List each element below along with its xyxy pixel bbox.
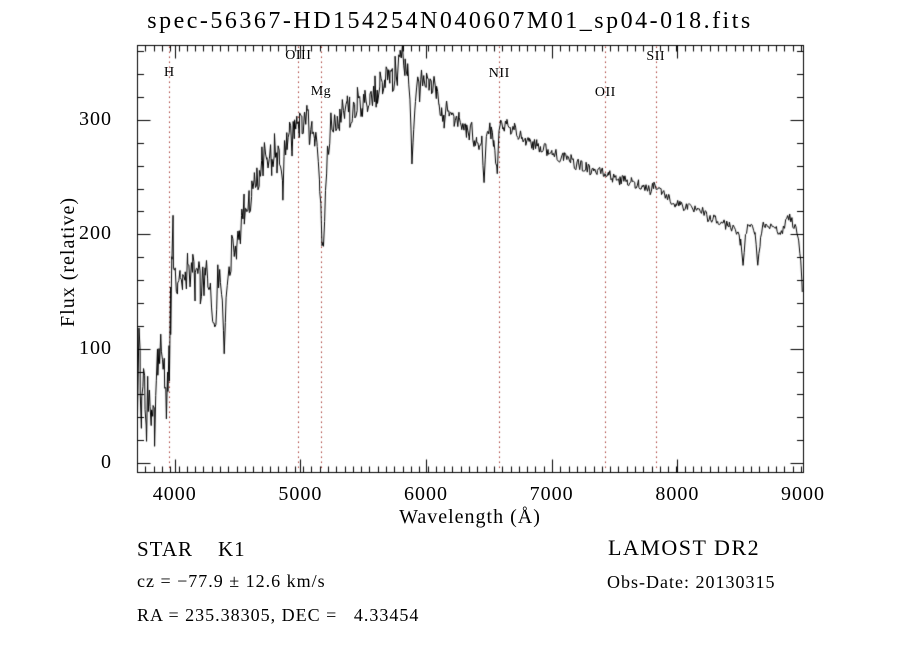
annotation-survey: LAMOST DR2 xyxy=(608,535,761,560)
annotation-coords: RA = 235.38305, DEC = 4.33454 xyxy=(137,605,420,625)
annotation-cz: cz = −77.9 ± 12.6 km/s xyxy=(137,571,326,591)
annotation-obs-date: Obs-Date: 20130315 xyxy=(607,572,776,592)
y-axis-label: Flux (relative) xyxy=(57,197,79,327)
annotation-object-class: STAR K1 xyxy=(137,537,246,561)
chart-title: spec-56367-HD154254N040607M01_sp04-018.f… xyxy=(147,8,753,34)
x-axis-label: Wavelength (Å) xyxy=(399,506,541,528)
